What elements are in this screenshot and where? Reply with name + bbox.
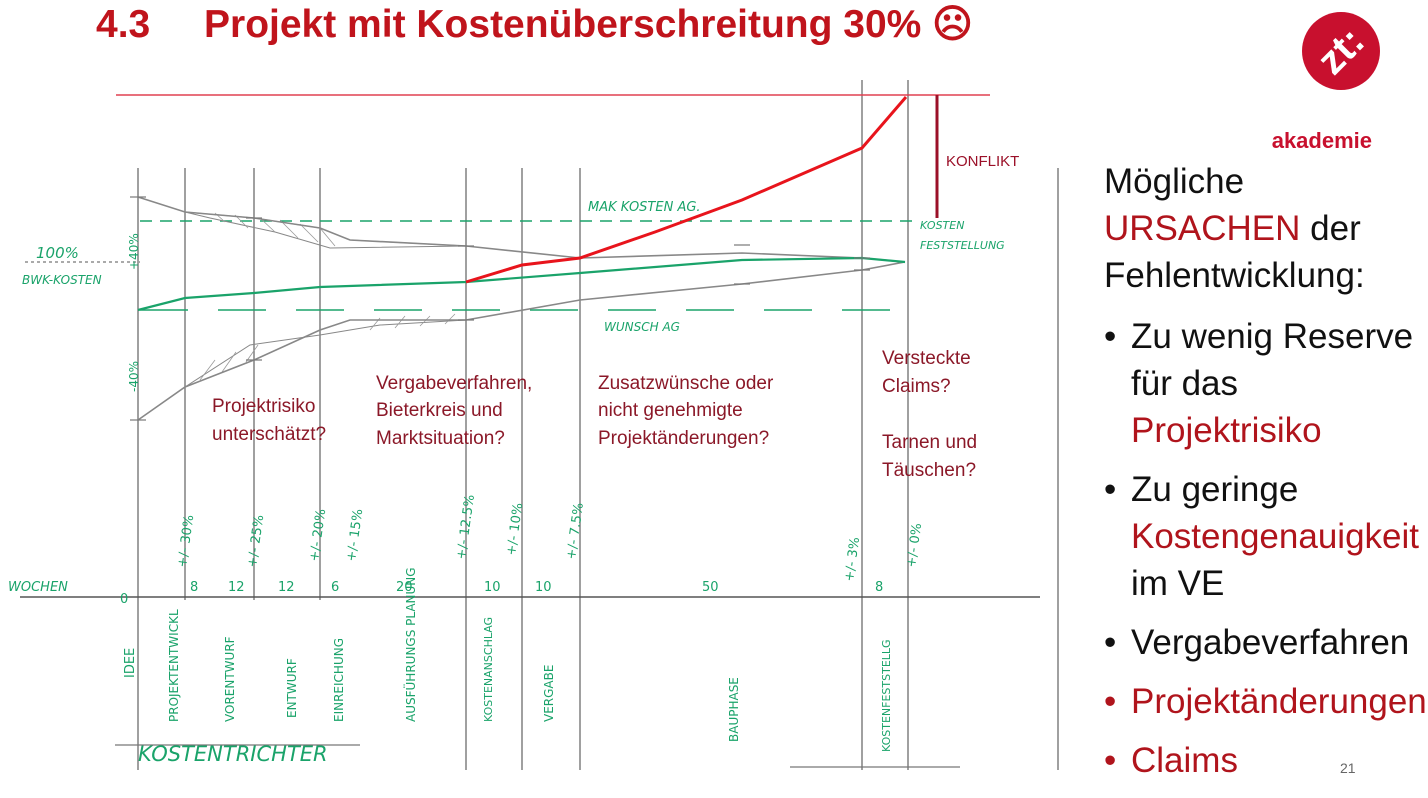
accuracy-30: +/- 30% [175, 514, 197, 569]
label-wochen: WOCHEN [8, 580, 68, 595]
phase-vergabe: VERGABE [542, 665, 556, 722]
upper-envelope [137, 196, 906, 263]
cause-highlight: Projektrisiko [1131, 411, 1322, 450]
phase-projektentwickl: PROJEKTENTWICKL [167, 609, 181, 722]
annot-claims-4: Tarnen und [882, 432, 977, 453]
accuracy-10: +/- 10% [504, 502, 526, 557]
accuracy-0: +/- 0% [904, 522, 925, 568]
upper-hatch-lines [214, 212, 336, 247]
cause-item-reserve: • Zu wenig Reserve für das Projektrisiko [1104, 313, 1426, 454]
week-4: 6 [331, 580, 339, 595]
week-1: 8 [190, 580, 198, 595]
week-8: 50 [702, 580, 719, 595]
bullet-glyph: • [1104, 741, 1117, 780]
intro-before: Mögliche [1104, 162, 1245, 201]
cause-text: Vergabeverfahren [1131, 623, 1410, 662]
bullet-glyph: • [1104, 682, 1117, 721]
causes-list: • Zu wenig Reserve für das Projektrisiko… [1104, 313, 1427, 784]
accuracy-7-5: +/- 7.5% [564, 502, 587, 561]
week-2: 12 [228, 580, 245, 595]
cause-text: Projektänderungen [1131, 682, 1427, 721]
bullet-glyph: • [1104, 623, 1117, 662]
label-konflikt: KONFLIKT [946, 153, 1019, 170]
logo-mark: zt: [1309, 19, 1373, 83]
accuracy-20: +/- 20% [307, 508, 329, 563]
sketch-labels: 100% BWK-KOSTEN +40% -40% MAK KOSTEN AG.… [8, 200, 1005, 766]
lower-hatch-lines [199, 313, 456, 381]
phase-entwurf: ENTWURF [285, 658, 299, 718]
phase-ausfuehrungsplanung: AUSFÜHRUNGS PLANUNG [402, 567, 418, 722]
label-100pct: 100% [36, 244, 79, 262]
annot-zusatz-3: Projektänderungen? [598, 428, 769, 449]
intro-after: der Fehlentwicklung: [1104, 209, 1365, 295]
section-number: 4.3 [96, 3, 151, 46]
cost-funnel-sketch: 100% BWK-KOSTEN +40% -40% MAK KOSTEN AG.… [8, 80, 1059, 770]
week-5: 20 [396, 580, 413, 595]
phase-kostenfeststellg: KOSTENFESTSTELLG [880, 639, 893, 752]
annot-risk-2: unterschätzt? [212, 424, 326, 445]
cause-item-vergabeverfahren: • Vergabeverfahren [1104, 619, 1426, 666]
label-minus40: -40% [127, 361, 141, 392]
label-bwk-kosten: BWK-KOSTEN [22, 273, 102, 287]
page-number: 21 [1340, 760, 1356, 776]
annot-vergabe-3: Marktsituation? [376, 428, 505, 449]
label-feststellung: FESTSTELLUNG [920, 239, 1005, 252]
annot-zusatz-1: Zusatzwünsche oder [598, 373, 774, 394]
label-wunsch-ag: WUNSCH AG [604, 320, 680, 334]
slide-title: 4.3 Projekt mit Kostenüberschreitung 30% … [96, 2, 973, 47]
cause-highlight: Kostengenauigkeit [1131, 517, 1419, 556]
cause-item-claims: • Claims [1104, 737, 1426, 784]
phase-idee: IDEE [123, 648, 138, 678]
cost-overrun-path [465, 96, 908, 284]
week-9: 8 [875, 580, 883, 595]
phase-kostenanschlag: KOSTENANSCHLAG [482, 617, 495, 722]
label-max-kosten: MAK KOSTEN AG. [588, 200, 701, 215]
cause-text: Claims [1131, 741, 1238, 780]
cause-annotations: Projektrisiko unterschätzt? Vergabeverfa… [212, 348, 977, 481]
annot-claims-5: Täuschen? [882, 460, 976, 481]
logo-circle: zt: [1302, 12, 1380, 90]
lower-envelope [137, 261, 906, 421]
intro-highlight: URSACHEN [1104, 209, 1301, 248]
cause-text: Zu wenig Reserve für das [1131, 317, 1414, 403]
cause-item-projektaenderungen: • Projektänderungen [1104, 678, 1427, 725]
logo-word: akademie [1271, 128, 1372, 153]
causes-panel: Mögliche URSACHEN der Fehlentwicklung: •… [1104, 158, 1427, 796]
annot-zusatz-2: nicht genehmigte [598, 400, 743, 421]
accuracy-3: +/- 3% [842, 536, 863, 582]
cause-tail: im VE [1131, 564, 1225, 603]
annot-claims-2: Claims? [882, 376, 951, 397]
week-3: 12 [278, 580, 295, 595]
phase-gridlines [137, 80, 1059, 770]
zt-akademie-logo: zt: akademie [1248, 10, 1380, 153]
accuracy-25: +/- 25% [245, 514, 267, 569]
annot-vergabe-1: Vergabeverfahren, [376, 373, 532, 394]
accuracy-15: +/- 15% [344, 508, 366, 563]
cause-text: Zu geringe [1131, 470, 1299, 509]
week-6: 10 [484, 580, 501, 595]
phase-vorentwurf: VORENTWURF [223, 636, 237, 722]
causes-intro: Mögliche URSACHEN der Fehlentwicklung: [1104, 158, 1426, 299]
label-plus40: +40% [127, 233, 141, 270]
phase-einreichung: EINREICHUNG [332, 638, 346, 722]
phase-bauphase: BAUPHASE [727, 677, 741, 742]
annot-vergabe-2: Bieterkreis und [376, 400, 503, 421]
bullet-glyph: • [1104, 317, 1117, 356]
week-7: 10 [535, 580, 552, 595]
annot-risk-1: Projektrisiko [212, 396, 315, 417]
annot-claims-1: Versteckte [882, 348, 971, 369]
label-kostentrichter: KOSTENTRICHTER [138, 742, 328, 766]
week-0: 0 [120, 592, 128, 607]
label-kosten: KOSTEN [920, 219, 964, 232]
envelope-ticks [130, 196, 870, 421]
title-text: Projekt mit Kostenüberschreitung 30% ☹ [204, 3, 973, 46]
accuracy-12-5: +/- 12.5% [454, 494, 478, 561]
bullet-glyph: • [1104, 470, 1117, 509]
cause-item-kostengenauigkeit: • Zu geringe Kostengenauigkeit im VE [1104, 466, 1426, 607]
